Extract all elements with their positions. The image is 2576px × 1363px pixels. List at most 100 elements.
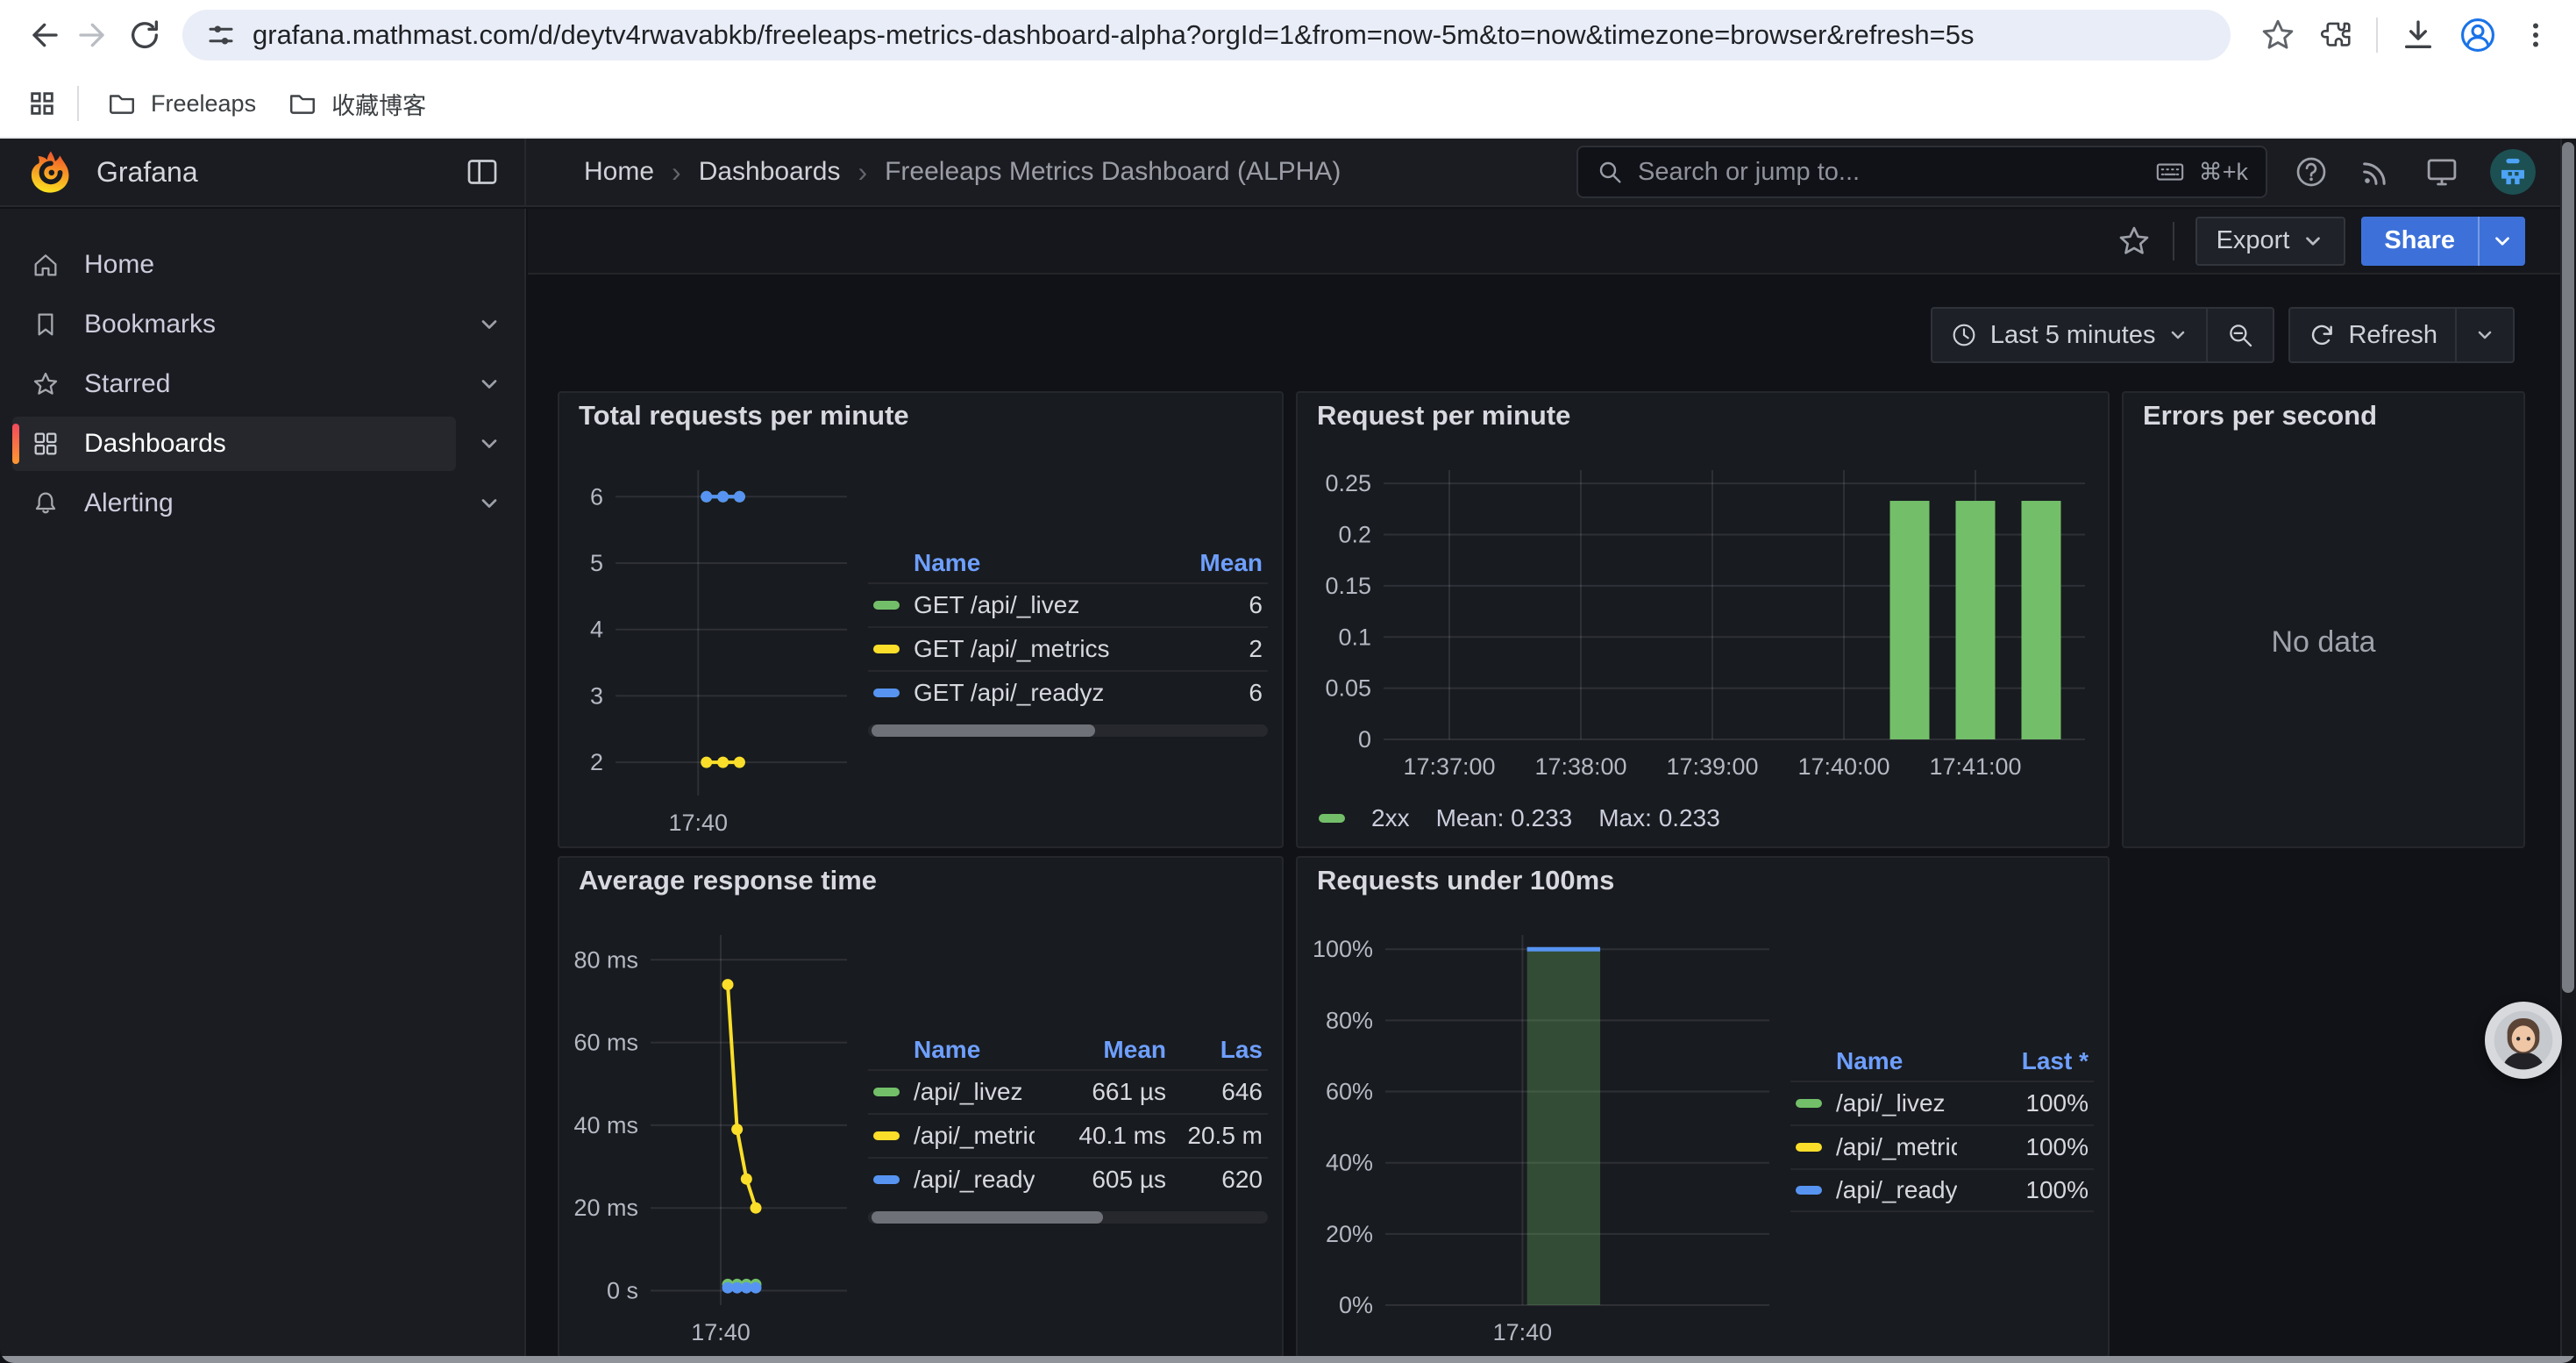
series-color-pill xyxy=(873,1088,900,1096)
home-icon xyxy=(32,251,60,279)
panel-request-per-minute[interactable]: Request per minute 17:37:0017:38:0017:39… xyxy=(1296,391,2110,848)
panel-title[interactable]: Errors per second xyxy=(2124,393,2523,439)
legend-col-mean[interactable]: Mean xyxy=(1131,549,1263,577)
svg-text:17:37:00: 17:37:00 xyxy=(1403,753,1495,780)
reload-button[interactable] xyxy=(119,10,170,61)
legend-col-name[interactable]: Name xyxy=(1796,1047,1957,1075)
refresh-interval-dropdown[interactable] xyxy=(2457,309,2513,361)
horizontal-scrollbar[interactable] xyxy=(0,1356,2576,1363)
legend-row[interactable]: /api/_livez 100% xyxy=(1790,1081,2094,1124)
help-icon[interactable] xyxy=(2294,154,2329,189)
bookmark-star-icon[interactable] xyxy=(2260,18,2295,53)
series-color-pill xyxy=(873,689,900,697)
legend-row[interactable]: GET /api/_readyz 6 xyxy=(868,670,1268,714)
apps-grid-button[interactable] xyxy=(19,81,65,126)
sidebar-toggle-icon[interactable] xyxy=(465,154,500,189)
panel-title[interactable]: Request per minute xyxy=(1298,393,2108,439)
svg-text:17:40: 17:40 xyxy=(691,1319,751,1345)
requests-under-100ms-chart: 17:40100%80%60%40%20%0% xyxy=(1308,903,1782,1351)
breadcrumb-dashboards[interactable]: Dashboards xyxy=(699,157,841,187)
panel-total-requests[interactable]: Total requests per minute 17:4065432 Nam… xyxy=(558,391,1284,848)
legend-col-last[interactable]: Las xyxy=(1166,1036,1263,1064)
legend-col-last[interactable]: Last * xyxy=(1957,1047,2089,1075)
legend-row[interactable]: GET /api/_livez 6 xyxy=(868,582,1268,626)
news-rss-icon[interactable] xyxy=(2359,154,2394,189)
legend-inline[interactable]: 2xx Mean: 0.233 Max: 0.233 xyxy=(1319,804,1720,832)
series-mean: Mean: 0.233 xyxy=(1436,804,1573,832)
forward-button[interactable] xyxy=(68,10,119,61)
svg-text:4: 4 xyxy=(590,617,603,643)
floating-extension-avatar[interactable] xyxy=(2485,1002,2562,1079)
reload-icon xyxy=(127,18,162,53)
search-input[interactable]: Search or jump to... ⌘+k xyxy=(1576,146,2267,198)
legend-row[interactable]: /api/_metrics 40.1 ms 20.5 m xyxy=(868,1113,1268,1157)
panel-title[interactable]: Total requests per minute xyxy=(559,393,1282,439)
share-button[interactable]: Share xyxy=(2361,217,2478,266)
panel-title[interactable]: Average response time xyxy=(559,858,1282,903)
sidebar-item-dashboards[interactable]: Dashboards xyxy=(12,417,456,471)
chevron-down-icon[interactable] xyxy=(477,372,502,396)
grafana-app: Grafana Home › Dashboards › Freeleaps Me… xyxy=(0,139,2576,1363)
toolbar-divider xyxy=(2173,222,2174,260)
profile-icon[interactable] xyxy=(2459,16,2497,54)
panel-title[interactable]: Requests under 100ms xyxy=(1298,858,2108,903)
sidebar-item-bookmarks[interactable]: Bookmarks xyxy=(12,297,456,352)
sidebar-item-starred[interactable]: Starred xyxy=(12,357,456,411)
svg-text:2: 2 xyxy=(590,749,603,775)
export-button[interactable]: Export xyxy=(2195,217,2346,266)
series-color-pill xyxy=(1319,814,1345,823)
svg-text:0.05: 0.05 xyxy=(1325,675,1371,702)
panel-requests-under-100ms[interactable]: Requests under 100ms 17:40100%80%60%40%2… xyxy=(1296,856,2110,1358)
folder-icon xyxy=(288,89,317,118)
legend-row[interactable]: /api/_readyz 605 µs 620 xyxy=(868,1157,1268,1201)
nav-sidebar: Home Bookmarks Starred Dashboards xyxy=(0,209,526,1356)
favorite-star-icon[interactable] xyxy=(2117,224,2152,259)
bookmark-label: 收藏博客 xyxy=(331,87,426,121)
breadcrumb-separator: › xyxy=(672,156,681,189)
back-button[interactable] xyxy=(18,10,68,61)
legend-col-name[interactable]: Name xyxy=(873,549,1131,577)
user-avatar[interactable] xyxy=(2490,149,2536,195)
legend-row[interactable]: /api/_metrics 100% xyxy=(1790,1124,2094,1168)
chevron-down-icon[interactable] xyxy=(477,432,502,456)
breadcrumb-home[interactable]: Home xyxy=(584,157,654,187)
breadcrumb-separator: › xyxy=(857,156,867,189)
zoom-out-button[interactable] xyxy=(2208,309,2273,361)
legend-scrollbar[interactable] xyxy=(868,724,1268,737)
download-icon[interactable] xyxy=(2401,18,2436,53)
svg-text:80 ms: 80 ms xyxy=(573,946,638,973)
average-response-time-chart: 17:4080 ms60 ms40 ms20 ms0 s xyxy=(570,903,859,1351)
monitor-icon[interactable] xyxy=(2423,153,2460,190)
legend-col-mean[interactable]: Mean xyxy=(1035,1036,1166,1064)
bookmark-icon xyxy=(32,310,60,339)
svg-text:6: 6 xyxy=(590,483,603,510)
legend-row[interactable]: /api/_readyz 100% xyxy=(1790,1168,2094,1212)
sidebar-item-home[interactable]: Home xyxy=(12,238,502,292)
svg-text:60%: 60% xyxy=(1326,1079,1373,1105)
svg-text:17:41:00: 17:41:00 xyxy=(1929,753,2021,780)
address-bar[interactable]: grafana.mathmast.com/d/deytv4rwavabkb/fr… xyxy=(182,10,2231,61)
panel-average-response-time[interactable]: Average response time 17:4080 ms60 ms40 … xyxy=(558,856,1284,1358)
legend-row[interactable]: GET /api/_metrics 2 xyxy=(868,626,1268,670)
svg-text:0.15: 0.15 xyxy=(1325,573,1371,599)
menu-kebab-icon[interactable] xyxy=(2520,19,2551,51)
refresh-button[interactable]: Refresh xyxy=(2290,309,2455,361)
svg-text:20%: 20% xyxy=(1326,1221,1373,1247)
bookmark-folder-blogs[interactable]: 收藏博客 xyxy=(272,78,442,130)
bookmark-folder-freeleaps[interactable]: Freeleaps xyxy=(91,80,272,127)
chevron-down-icon[interactable] xyxy=(477,312,502,337)
extensions-icon[interactable] xyxy=(2318,18,2353,53)
vertical-scrollbar-thumb[interactable] xyxy=(2562,142,2574,993)
panel-errors-per-second[interactable]: Errors per second No data xyxy=(2122,391,2525,848)
zoom-out-icon xyxy=(2225,320,2255,350)
sidebar-item-alerting[interactable]: Alerting xyxy=(12,476,456,531)
chevron-down-icon[interactable] xyxy=(477,491,502,516)
legend-scrollbar[interactable] xyxy=(868,1211,1268,1224)
svg-text:5: 5 xyxy=(590,550,603,576)
time-range-picker[interactable]: Last 5 minutes xyxy=(1932,309,2207,361)
url-text: grafana.mathmast.com/d/deytv4rwavabkb/fr… xyxy=(253,19,1974,51)
legend-col-name[interactable]: Name xyxy=(873,1036,1035,1064)
share-dropdown-button[interactable] xyxy=(2478,217,2525,266)
svg-text:40 ms: 40 ms xyxy=(573,1112,638,1138)
legend-row[interactable]: /api/_livez 661 µs 646 xyxy=(868,1069,1268,1113)
